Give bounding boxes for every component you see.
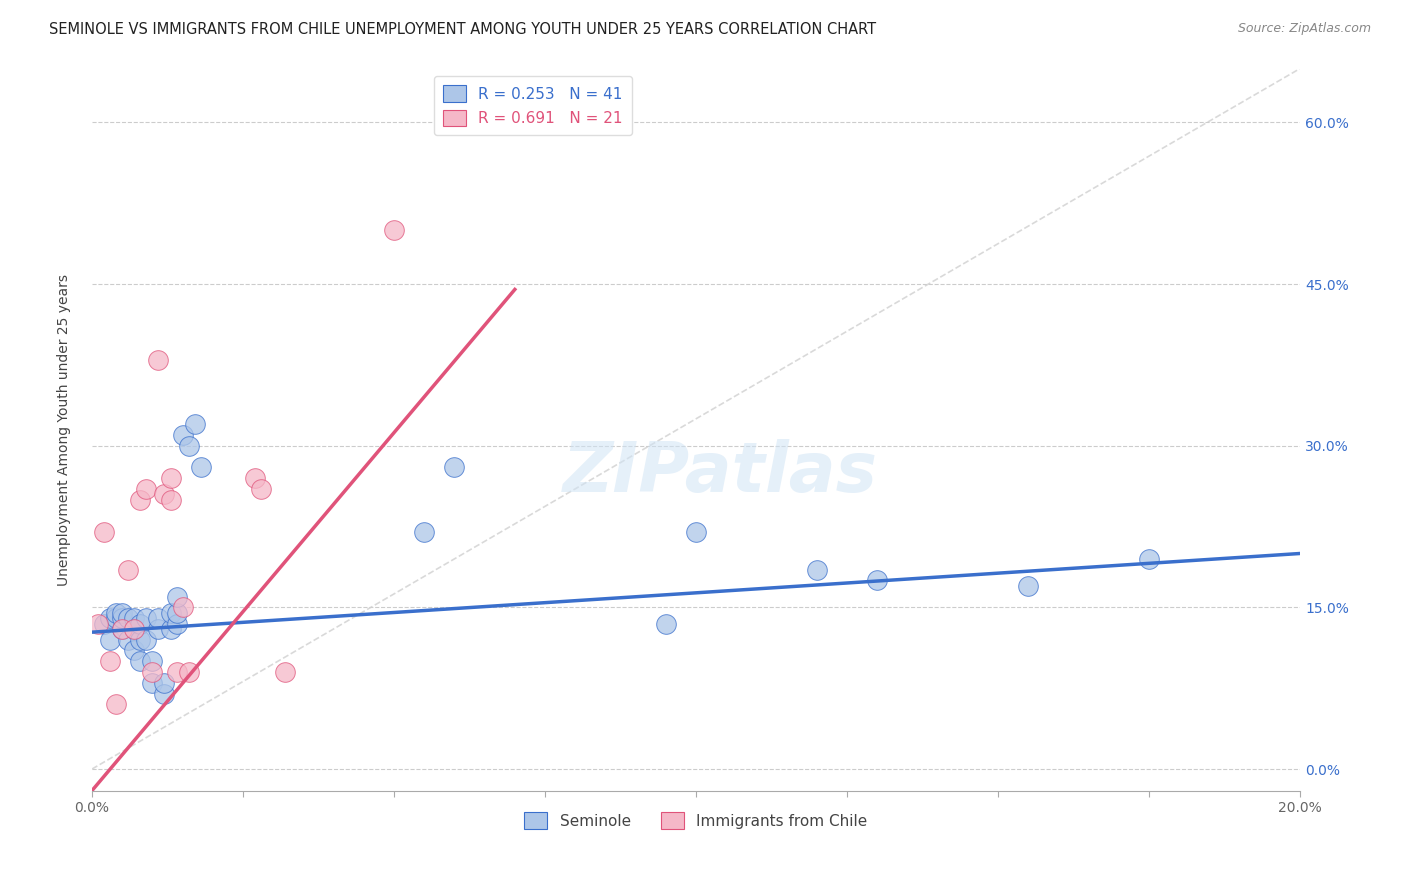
Point [443,460,465,475]
Point [159,471,181,485]
Point [129,616,152,631]
Point [129,492,152,507]
Point [1017,579,1039,593]
Point [382,223,405,237]
Point [124,611,146,625]
Point [141,675,163,690]
Point [129,632,152,647]
Point [866,574,889,588]
Point [159,606,181,620]
Point [685,524,707,539]
Point [153,487,176,501]
Point [111,622,134,636]
Point [117,632,139,647]
Point [166,616,188,631]
Point [124,643,146,657]
Point [93,524,115,539]
Point [153,675,176,690]
Point [1137,552,1160,566]
Point [105,698,128,712]
Point [153,687,176,701]
Point [250,482,273,496]
Point [806,563,828,577]
Point [87,616,110,631]
Legend: Seminole, Immigrants from Chile: Seminole, Immigrants from Chile [519,806,873,835]
Point [166,665,188,679]
Point [413,524,436,539]
Point [111,622,134,636]
Point [159,492,181,507]
Point [148,622,170,636]
Point [117,611,139,625]
Point [98,654,121,668]
Point [129,654,152,668]
Point [141,665,163,679]
Point [135,482,157,496]
Y-axis label: Unemployment Among Youth under 25 years: Unemployment Among Youth under 25 years [58,274,72,585]
Point [105,606,128,620]
Point [135,611,157,625]
Point [98,632,121,647]
Point [166,590,188,604]
Point [166,606,188,620]
Text: ZIPatlas: ZIPatlas [562,440,877,507]
Text: SEMINOLE VS IMMIGRANTS FROM CHILE UNEMPLOYMENT AMONG YOUTH UNDER 25 YEARS CORREL: SEMINOLE VS IMMIGRANTS FROM CHILE UNEMPL… [49,22,876,37]
Point [124,622,146,636]
Point [274,665,297,679]
Point [135,632,157,647]
Point [105,611,128,625]
Point [183,417,205,432]
Point [172,428,194,442]
Point [172,600,194,615]
Point [148,352,170,367]
Point [243,471,266,485]
Point [177,439,200,453]
Point [98,611,121,625]
Text: Source: ZipAtlas.com: Source: ZipAtlas.com [1237,22,1371,36]
Point [190,460,212,475]
Point [159,622,181,636]
Point [141,654,163,668]
Point [177,665,200,679]
Point [93,616,115,631]
Point [655,616,678,631]
Point [111,611,134,625]
Point [124,622,146,636]
Point [117,563,139,577]
Point [148,611,170,625]
Point [111,606,134,620]
